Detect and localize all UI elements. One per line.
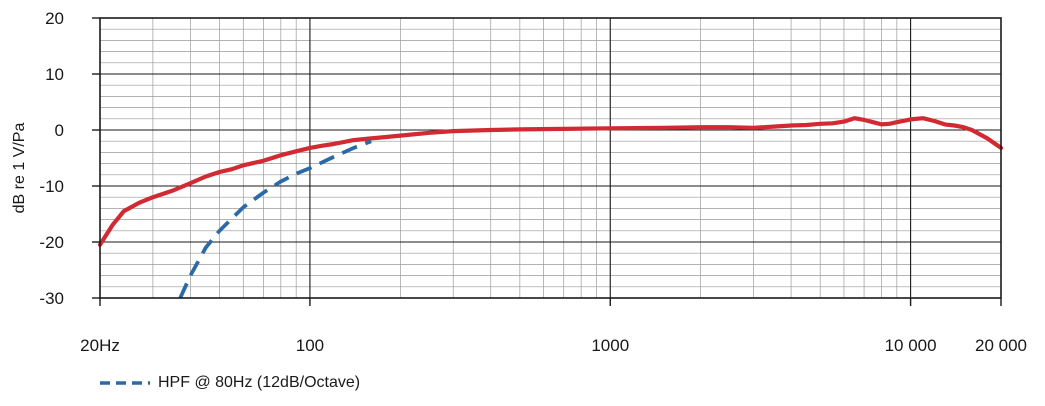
y-tick-label: 0 <box>55 121 64 140</box>
plot-frame <box>99 17 1002 299</box>
x-tick-label: 20 000 <box>975 336 1027 355</box>
frequency-response-line <box>97 116 1004 247</box>
y-tick-label: 20 <box>45 9 64 28</box>
y-tick-label: -20 <box>39 233 64 252</box>
y-tick-label: -30 <box>39 289 64 308</box>
hpf-80hz-response-line <box>178 139 372 299</box>
y-tick-label: -10 <box>39 177 64 196</box>
x-tick-label: 100 <box>296 336 324 355</box>
legend-label: HPF @ 80Hz (12dB/Octave) <box>158 374 361 391</box>
major-gridlines <box>100 17 1001 299</box>
series-layer <box>97 116 1004 299</box>
legend-dashed-line-swatch <box>100 381 150 385</box>
x-axis-ticks: 20Hz 100 1000 10 000 20 000 <box>80 298 1027 355</box>
y-axis-label: dB re 1 V/Pa <box>11 123 28 214</box>
x-tick-label: 10 000 <box>885 336 937 355</box>
y-tick-label: 10 <box>45 65 64 84</box>
x-tick-label: 1000 <box>591 336 629 355</box>
y-axis-ticks: 20 10 0 -10 -20 -30 <box>39 9 100 308</box>
x-tick-label: 20Hz <box>80 336 120 355</box>
minor-gridlines <box>99 17 1002 299</box>
legend: HPF @ 80Hz (12dB/Octave) <box>100 374 360 392</box>
